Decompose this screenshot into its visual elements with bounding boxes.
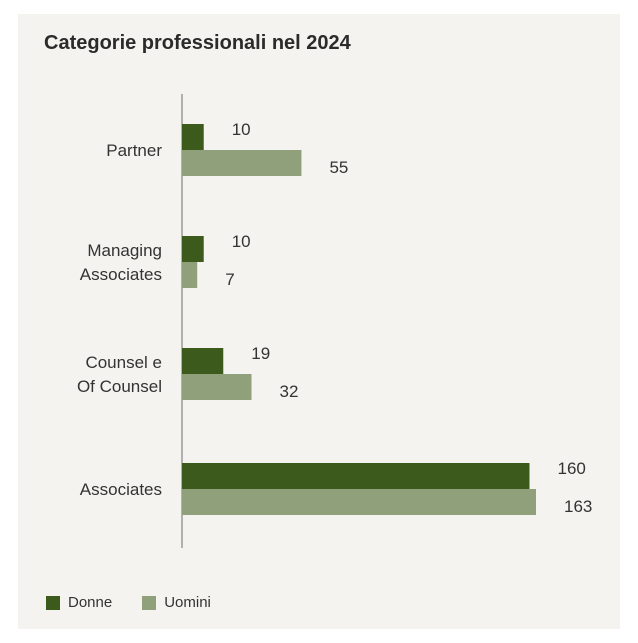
chart-card: Categorie professionali nel 2024 Partner…	[18, 14, 620, 629]
category-label: Of Counsel	[77, 377, 162, 396]
bar-uomini	[182, 150, 302, 176]
data-label: 7	[225, 270, 234, 289]
bar-uomini	[182, 489, 536, 515]
data-label: 55	[329, 158, 348, 177]
legend-swatch-uomini	[142, 595, 157, 610]
category-label: Associates	[80, 480, 162, 499]
bar-uomini	[182, 374, 252, 400]
data-label: 10	[232, 120, 251, 139]
bar-donne	[182, 124, 204, 150]
data-label: 32	[279, 382, 298, 401]
legend: Donne Uomini	[46, 594, 229, 611]
legend-item-donne: Donne	[46, 594, 112, 611]
category-label: Partner	[106, 141, 162, 160]
data-label: 163	[564, 497, 592, 516]
legend-item-uomini: Uomini	[142, 594, 211, 611]
chart-title: Categorie professionali nel 2024	[44, 32, 351, 54]
bar-chart: Partner 10 55 Managing Associates 10 7 Counsel …	[77, 94, 592, 548]
data-label: 10	[232, 232, 251, 251]
bar-donne	[182, 236, 204, 262]
legend-swatch-donne	[46, 595, 60, 610]
data-label: 160	[557, 459, 585, 478]
bar-donne	[182, 348, 224, 374]
bar-uomini	[182, 262, 198, 288]
legend-label-uomini: Uomini	[164, 594, 211, 611]
category-label: Counsel e	[85, 353, 162, 372]
category-label: Associates	[80, 265, 162, 284]
bar-donne	[182, 463, 530, 489]
category-label: Managing	[87, 241, 162, 260]
data-label: 19	[251, 344, 270, 363]
legend-label-donne: Donne	[68, 594, 113, 611]
